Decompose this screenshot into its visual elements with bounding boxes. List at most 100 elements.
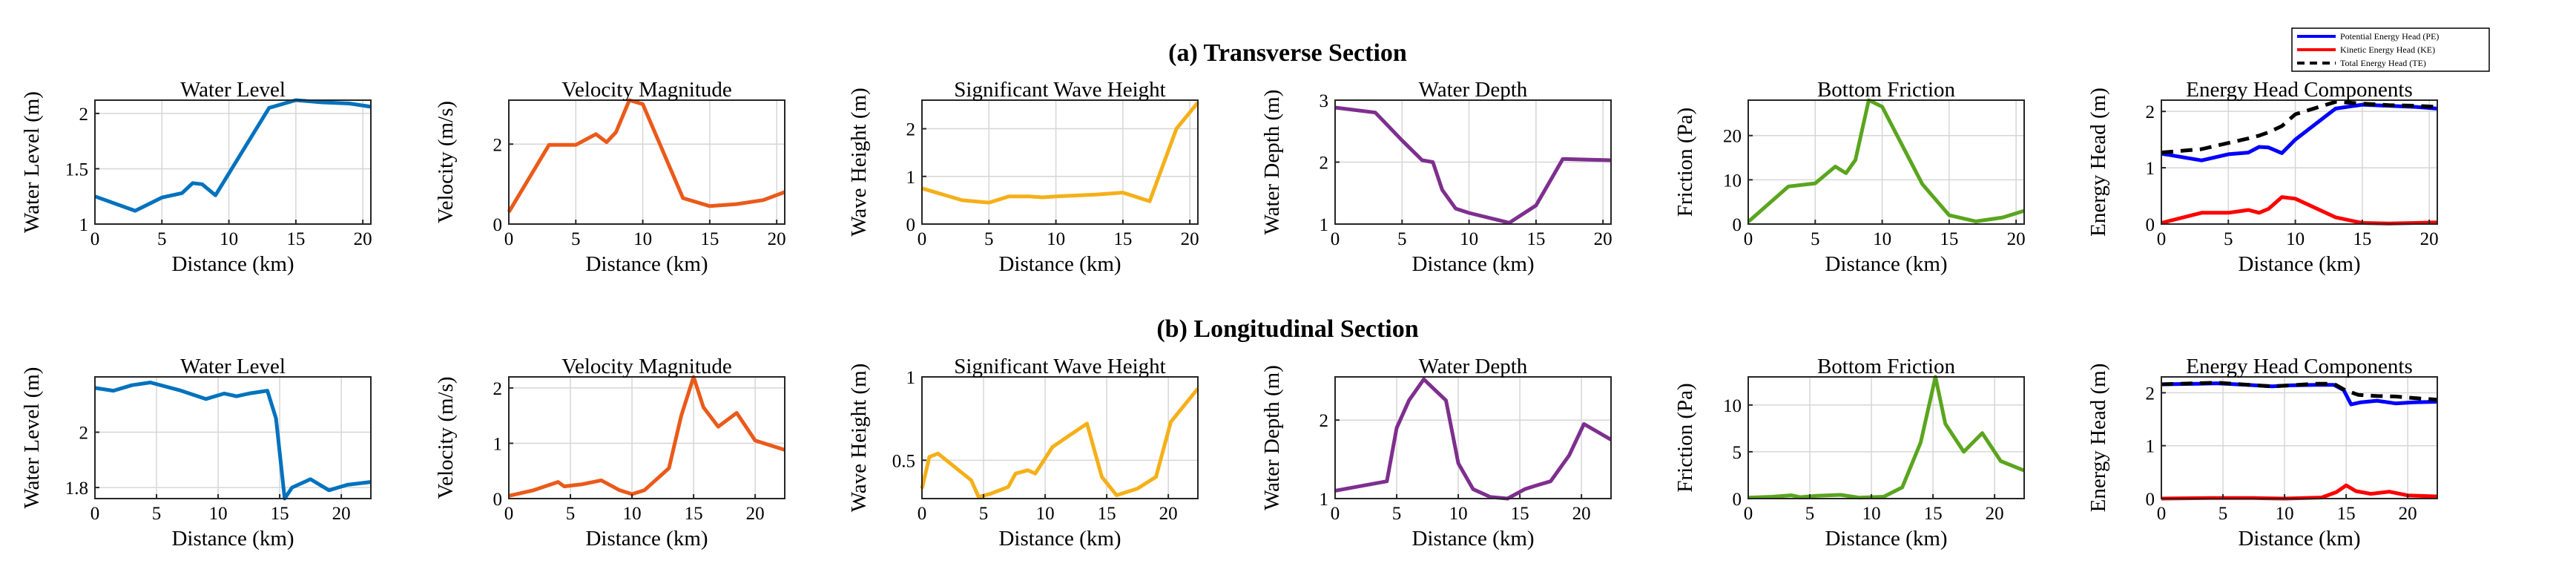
x-tick-label: 20 — [2420, 229, 2439, 249]
x-tick-label: 10 — [2276, 504, 2294, 524]
y-axis-label: Friction (Pa) — [1673, 383, 1697, 492]
panel-title: Significant Wave Height — [954, 355, 1165, 378]
x-tick-label: 0 — [2157, 504, 2167, 524]
chart-panel-0: 0 5 10 15 20 1 1.5 2 Water Level Distance (km) Wat… — [20, 78, 372, 276]
legend: Potential Energy Head (PE) Kinetic Energ… — [2291, 27, 2490, 72]
plot-area — [922, 377, 1198, 499]
x-axis-label: Distance (km) — [171, 527, 294, 551]
chart-panel-1: 0 5 10 15 20 0 2 Velocity Magnitude Distance (km… — [434, 78, 786, 276]
axes-box — [2161, 99, 2438, 225]
y-axis-label: Energy Head (m) — [2086, 364, 2110, 513]
y-tick-label: 1 — [2146, 159, 2155, 179]
y-tick-label: 0 — [1733, 490, 1742, 510]
x-tick-label: 15 — [1924, 504, 1943, 524]
y-tick-label: 0 — [2146, 490, 2155, 510]
plot-area — [1335, 377, 1611, 499]
x-tick-label: 15 — [1526, 229, 1545, 249]
axes-box — [1334, 376, 1612, 499]
x-tick-label: 15 — [1940, 229, 1958, 249]
y-tick-label: 2 — [493, 379, 503, 399]
x-tick-label: 0 — [1331, 229, 1340, 249]
x-tick-label: 10 — [1047, 229, 1065, 249]
x-tick-label: 10 — [209, 504, 228, 524]
x-tick-label: 5 — [152, 504, 162, 524]
x-axis-label: Distance (km) — [585, 527, 708, 551]
y-tick-label: 2 — [1320, 154, 1329, 174]
x-axis-label: Distance (km) — [2238, 252, 2360, 276]
x-tick-label: 15 — [700, 229, 719, 249]
x-tick-label: 20 — [1181, 229, 1199, 249]
series-line-0 — [1334, 377, 1613, 501]
y-tick-label: 1.5 — [65, 160, 88, 180]
x-tick-label: 20 — [2399, 504, 2417, 524]
x-tick-label: 0 — [90, 229, 100, 249]
chart-panel-8: 0 5 10 15 20 0.5 1 Significant Wave Height Dista… — [847, 355, 1199, 551]
panel-title: Water Depth — [1419, 78, 1528, 102]
y-tick-label: 1 — [2146, 437, 2155, 457]
panel-title: Velocity Magnitude — [561, 78, 732, 102]
legend-ke-label: Kinetic Energy Head (KE) — [2340, 45, 2435, 55]
axes-box — [508, 376, 785, 499]
panel-title: Energy Head Components — [2186, 78, 2413, 102]
axes-box — [94, 376, 372, 499]
y-axis-label: Water Depth (m) — [1260, 90, 1284, 235]
x-tick-label: 10 — [2286, 229, 2305, 249]
x-tick-label: 15 — [2337, 504, 2356, 524]
x-tick-label: 20 — [768, 229, 786, 249]
x-axis-label: Distance (km) — [998, 527, 1121, 551]
x-axis-label: Distance (km) — [1411, 252, 1534, 276]
x-axis-label: Distance (km) — [998, 252, 1121, 276]
y-tick-label: 20 — [1723, 127, 1742, 147]
y-axis-label: Wave Height (m) — [847, 364, 871, 513]
plot-area — [1748, 100, 2024, 224]
y-tick-label: 10 — [1723, 171, 1742, 191]
y-tick-label: 2 — [1320, 411, 1329, 431]
plot-area — [95, 100, 371, 224]
x-tick-label: 20 — [746, 504, 765, 524]
x-tick-label: 5 — [1805, 504, 1815, 524]
x-tick-label: 15 — [1113, 229, 1132, 249]
x-tick-label: 0 — [1744, 229, 1753, 249]
y-tick-label: 0.5 — [892, 451, 915, 471]
y-tick-label: 5 — [1733, 443, 1742, 463]
panel-title: Water Level — [180, 355, 286, 378]
x-tick-label: 15 — [685, 504, 703, 524]
y-tick-label: 2 — [2146, 384, 2155, 404]
y-tick-label: 0 — [906, 215, 916, 235]
plot-area — [509, 377, 785, 499]
legend-pe-label: Potential Energy Head (PE) — [2340, 31, 2439, 42]
x-tick-label: 5 — [571, 229, 581, 249]
series-line-0 — [1334, 105, 1612, 225]
chart-panel-5: 0 5 10 15 20 0 1 2 Energy Head Components Distanc… — [2086, 78, 2439, 276]
y-tick-label: 1.8 — [65, 479, 88, 499]
chart-panel-3: 0 5 10 15 20 1 2 3 Water Depth Distance (km) Water… — [1260, 78, 1613, 276]
y-axis-label: Velocity (m/s) — [434, 376, 458, 499]
y-tick-label: 1 — [906, 368, 916, 388]
x-tick-label: 15 — [1511, 504, 1529, 524]
x-tick-label: 5 — [2224, 229, 2233, 249]
y-tick-label: 1 — [79, 215, 89, 235]
series-line-0 — [94, 98, 372, 213]
x-tick-label: 5 — [984, 229, 994, 249]
y-axis-label: Water Level (m) — [20, 91, 44, 233]
y-axis-label: Water Depth (m) — [1260, 365, 1284, 510]
y-axis-label: Energy Head (m) — [2086, 88, 2110, 237]
chart-panel-7: 0 5 10 15 20 0 1 2 Velocity Magnitude Distance (k… — [434, 355, 785, 551]
x-tick-label: 10 — [1873, 229, 1891, 249]
x-tick-label: 5 — [1811, 229, 1820, 249]
panel-title: Bottom Friction — [1817, 78, 1956, 102]
x-tick-label: 10 — [1460, 229, 1478, 249]
x-tick-label: 15 — [2353, 229, 2371, 249]
x-tick-label: 0 — [918, 229, 927, 249]
series-line-total-energy-head-te — [2161, 99, 2438, 155]
x-tick-label: 0 — [504, 504, 514, 524]
x-axis-label: Distance (km) — [2238, 527, 2360, 551]
x-tick-label: 20 — [332, 504, 351, 524]
panel-title: Significant Wave Height — [954, 78, 1165, 102]
axes-box — [1747, 99, 2025, 225]
x-tick-label: 20 — [1572, 504, 1591, 524]
x-axis-label: Distance (km) — [585, 252, 708, 276]
axes-box — [921, 376, 1199, 499]
